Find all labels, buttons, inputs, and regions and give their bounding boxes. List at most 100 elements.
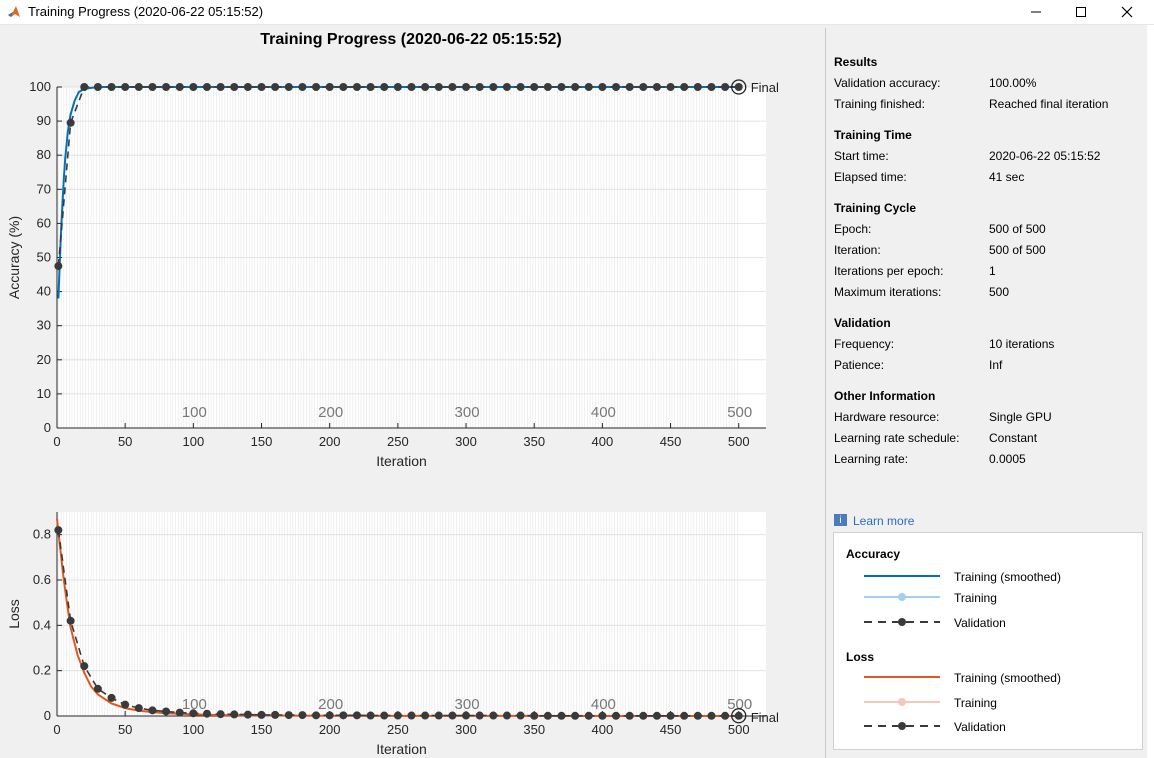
loss-validation-point	[284, 711, 293, 720]
x-tick-label: 450	[660, 434, 682, 449]
legend-loss-validation-label: Validation	[954, 720, 1006, 734]
epoch-label: 400	[591, 696, 616, 713]
loss-validation-point	[448, 711, 457, 720]
legend-accuracy-training-label: Training	[954, 591, 997, 605]
loss-validation-point	[612, 711, 621, 720]
legend-loss-validation-line	[864, 722, 940, 730]
minimize-button[interactable]	[1013, 0, 1059, 24]
y-tick-label: 0.6	[33, 572, 51, 587]
x-tick-label: 200	[319, 434, 341, 449]
epoch-label: 200	[318, 696, 343, 713]
training-finished-label: Training finished:	[834, 97, 925, 111]
close-button[interactable]	[1104, 0, 1150, 24]
elapsed-time-label: Elapsed time:	[834, 170, 907, 184]
accuracy-validation-point	[393, 83, 402, 91]
accuracy-validation-point	[121, 83, 130, 91]
x-tick-label: 500	[728, 434, 750, 449]
accuracy-validation-point	[516, 83, 525, 91]
x-tick-label: 150	[251, 434, 273, 449]
loss-validation-point	[543, 711, 552, 720]
accuracy-validation-point	[243, 83, 252, 91]
loss-plot: 0 50 100 150 200 250 300 350 400 450 500 0 0.2 0.4 0.6…	[6, 512, 779, 757]
loss-validation-point	[312, 711, 321, 720]
legend-accuracy-training-line	[864, 593, 940, 601]
accuracy-validation-point	[352, 83, 361, 91]
y-tick-label: 20	[37, 352, 51, 367]
legend-loss-training-label: Training	[954, 696, 997, 710]
y-tick-label: 0.8	[33, 527, 51, 542]
loss-validation-point	[680, 711, 689, 720]
accuracy-validation-point	[434, 83, 443, 91]
accuracy-validation-point	[407, 83, 416, 91]
y-tick-label: 0	[44, 708, 51, 723]
loss-validation-point	[93, 684, 102, 693]
loss-validation-point	[721, 711, 730, 720]
hardware-resource-label: Hardware resource:	[834, 410, 940, 424]
loss-validation-point	[257, 710, 266, 719]
loss-validation-point	[421, 711, 430, 720]
loss-validation-point	[148, 706, 157, 715]
learning-rate-value: 0.0005	[989, 452, 1026, 466]
accuracy-validation-point	[202, 83, 211, 91]
maximum-iterations-label: Maximum iterations:	[834, 285, 942, 299]
training-time-heading: Training Time	[834, 128, 912, 142]
legend-loss-smoothed-line	[864, 676, 940, 678]
accuracy-validation-point	[312, 83, 321, 91]
loss-validation-point	[107, 693, 116, 702]
y-tick-label: 90	[37, 113, 51, 128]
accuracy-final-marker	[731, 79, 747, 95]
loss-validation-point	[734, 711, 743, 720]
x-tick-label: 100	[182, 722, 204, 737]
learn-more-link[interactable]: i Learn more	[834, 514, 914, 526]
x-tick-label: 400	[592, 434, 614, 449]
maximize-button[interactable]	[1058, 0, 1104, 24]
accuracy-validation-point	[80, 83, 89, 91]
loss-validation-point	[462, 711, 471, 720]
other-information-heading: Other Information	[834, 389, 936, 403]
accuracy-validation-point	[380, 83, 389, 91]
loss-validation-point	[407, 711, 416, 720]
accuracy-validation-point	[54, 262, 63, 271]
legend-loss-training-line	[864, 698, 940, 706]
epoch-value: 500 of 500	[989, 222, 1046, 236]
patience-label: Patience:	[834, 358, 885, 372]
validation-heading: Validation	[834, 316, 891, 330]
accuracy-validation-point	[230, 83, 239, 91]
results-heading: Results	[834, 55, 878, 69]
loss-validation-point	[298, 711, 307, 720]
accuracy-final-label: Final	[751, 80, 779, 95]
accuracy-validation-point	[284, 83, 293, 91]
matlab-logo-icon	[8, 6, 20, 17]
x-tick-label: 250	[387, 434, 409, 449]
training-cycle-heading: Training Cycle	[834, 201, 917, 215]
loss-validation-point	[121, 700, 130, 709]
iteration-label: Iteration:	[834, 243, 881, 257]
loss-validation-point	[652, 711, 661, 720]
loss-validation-point	[639, 711, 648, 720]
accuracy-validation-point	[271, 83, 280, 91]
x-tick-label: 450	[660, 722, 682, 737]
loss-final-label: Final	[751, 710, 779, 725]
legend-loss-heading: Loss	[846, 650, 875, 664]
loss-validation-point	[693, 711, 702, 720]
loss-validation-point	[216, 710, 225, 719]
accuracy-plot: 0 50 100 150 200 250 300 350 400 450 500 0 10 20 30 40 5…	[6, 79, 779, 469]
x-tick-label: 350	[523, 434, 545, 449]
learning-rate-schedule-value: Constant	[989, 431, 1038, 445]
y-tick-label: 40	[37, 284, 51, 299]
x-tick-label: 300	[455, 722, 477, 737]
learning-rate-label: Learning rate:	[834, 452, 909, 466]
x-tick-label: 100	[182, 434, 204, 449]
loss-validation-point	[352, 711, 361, 720]
training-finished-value: Reached final iteration	[989, 97, 1109, 111]
loss-validation-point	[366, 711, 375, 720]
iterations-per-epoch-value: 1	[989, 264, 996, 278]
loss-validation-point	[325, 711, 334, 720]
y-tick-label: 0.4	[33, 617, 51, 632]
epoch-label: 300	[455, 404, 480, 421]
y-tick-label: 60	[37, 215, 51, 230]
legend-accuracy-validation-line	[864, 618, 940, 626]
x-tick-label: 400	[592, 722, 614, 737]
legend-accuracy-smoothed-line	[864, 575, 940, 577]
legend: Accuracy Training (smoothed) Training Va…	[833, 532, 1143, 750]
